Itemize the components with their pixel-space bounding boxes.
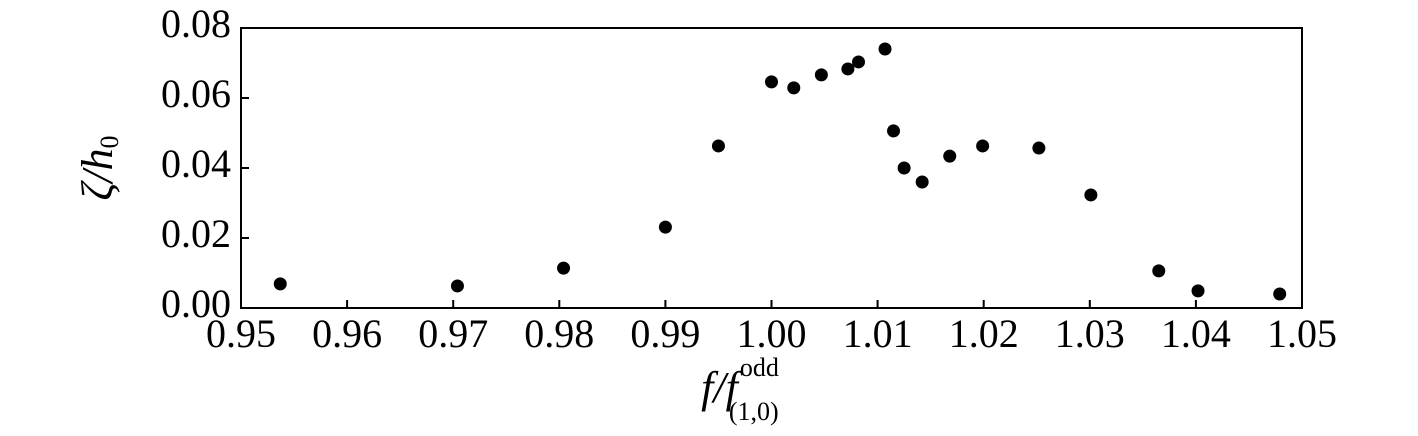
data-point — [1084, 188, 1098, 202]
plot-frame — [240, 27, 1303, 309]
data-point — [878, 42, 892, 56]
data-point — [787, 81, 801, 95]
x-tick-label: 1.03 — [1055, 311, 1125, 356]
data-point — [814, 68, 828, 82]
data-point — [887, 124, 901, 138]
x-label-main: f/f — [701, 363, 743, 412]
data-point — [557, 261, 571, 275]
data-point — [658, 220, 672, 234]
x-tick-label: 0.99 — [630, 311, 700, 356]
data-point — [897, 161, 911, 175]
x-tick-label: 0.97 — [418, 311, 488, 356]
data-point — [1032, 141, 1046, 155]
x-tick-label: 1.02 — [949, 311, 1019, 356]
x-label-sup: odd — [740, 353, 779, 382]
y-label-main: ζ/h — [73, 148, 122, 200]
y-tick-label: 0.02 — [161, 211, 231, 256]
y-tick-label: 0.06 — [161, 71, 231, 116]
y-axis-label: ζ/h0 — [73, 135, 124, 200]
y-tick-label: 0.04 — [161, 141, 231, 186]
x-tick-label: 1.04 — [1161, 311, 1231, 356]
data-point — [943, 149, 957, 163]
data-point — [450, 279, 464, 293]
x-tick-label: 1.00 — [737, 311, 807, 356]
x-tick-label: 1.01 — [843, 311, 913, 356]
x-tick-label: 1.05 — [1267, 311, 1337, 356]
data-point — [1191, 284, 1205, 298]
data-point — [273, 277, 287, 291]
data-point — [976, 139, 990, 153]
data-point — [841, 62, 855, 76]
data-point — [915, 175, 929, 189]
data-point — [765, 75, 778, 89]
y-tick-label: 0.08 — [161, 1, 231, 46]
y-tick-label: 0.00 — [161, 281, 231, 326]
x-tick-label: 0.98 — [524, 311, 594, 356]
y-label-sub: 0 — [95, 135, 124, 148]
x-label-sub: (1,0) — [729, 397, 779, 426]
data-point — [1152, 264, 1166, 278]
x-tick-label: 0.96 — [312, 311, 382, 356]
data-point — [852, 55, 866, 69]
data-point — [1273, 287, 1287, 301]
x-tick-label: 0.95 — [206, 311, 276, 356]
x-axis-label: f/fodd (1,0) — [701, 353, 779, 426]
data-point — [711, 139, 725, 153]
